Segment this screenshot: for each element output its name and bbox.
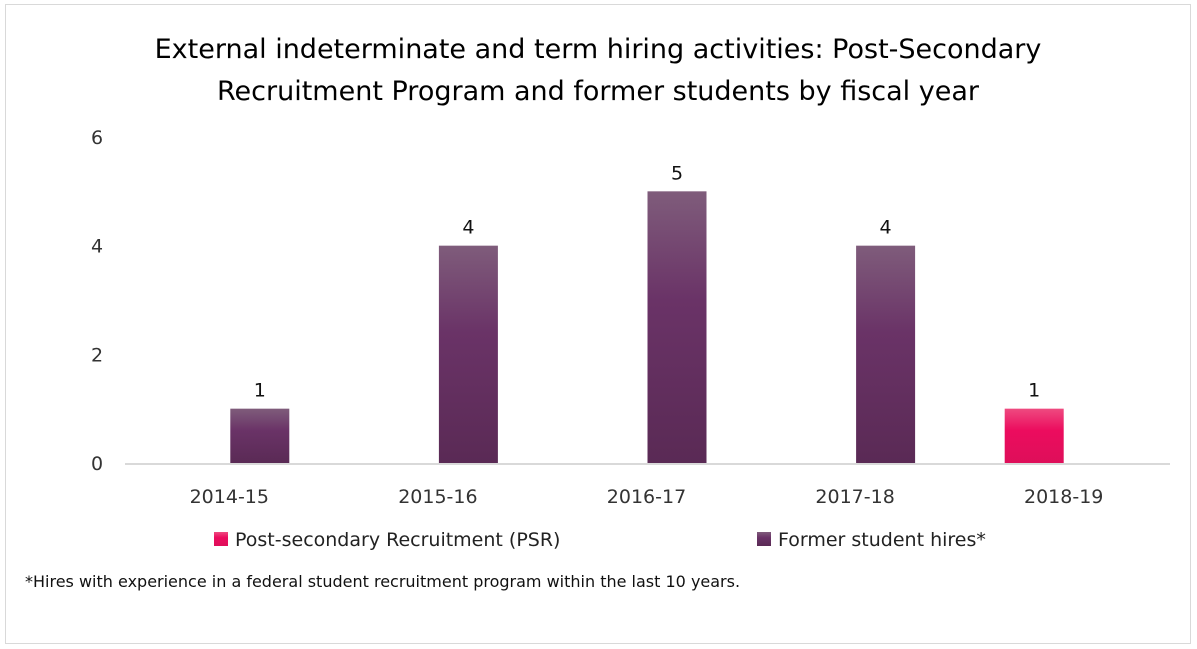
data-label: 1 bbox=[254, 380, 266, 402]
legend-swatch-former bbox=[757, 532, 771, 546]
data-label: 4 bbox=[462, 217, 474, 239]
bar-former-2017-18 bbox=[856, 245, 916, 463]
x-tick-label: 2017-18 bbox=[815, 486, 894, 508]
y-tick-label: 2 bbox=[91, 344, 103, 366]
y-tick-label: 6 bbox=[91, 127, 103, 149]
legend-label-former: Former student hires* bbox=[778, 529, 986, 551]
chart-title-line-1: External indeterminate and term hiring a… bbox=[155, 34, 1042, 65]
legend-label-psr: Post-secondary Recruitment (PSR) bbox=[235, 529, 560, 551]
x-tick-label: 2018-19 bbox=[1024, 486, 1103, 508]
chart-frame bbox=[5, 4, 1191, 644]
bar-former-2016-17 bbox=[647, 191, 707, 464]
x-tick-label: 2015-16 bbox=[398, 486, 477, 508]
footnote: *Hires with experience in a federal stud… bbox=[25, 572, 740, 591]
chart-title-line-2: Recruitment Program and former students … bbox=[217, 76, 980, 107]
bar-former-2015-16 bbox=[438, 245, 498, 463]
x-tick-label: 2016-17 bbox=[607, 486, 686, 508]
bar-former-2014-15 bbox=[230, 408, 290, 463]
y-tick-label: 4 bbox=[91, 236, 103, 258]
legend-swatch-psr bbox=[214, 532, 228, 546]
data-label: 1 bbox=[1028, 380, 1040, 402]
x-tick-label: 2014-15 bbox=[190, 486, 269, 508]
bar-psr-2018-19 bbox=[1004, 408, 1064, 463]
y-tick-label: 0 bbox=[91, 453, 103, 475]
data-label: 4 bbox=[880, 217, 892, 239]
data-label: 5 bbox=[671, 162, 683, 184]
